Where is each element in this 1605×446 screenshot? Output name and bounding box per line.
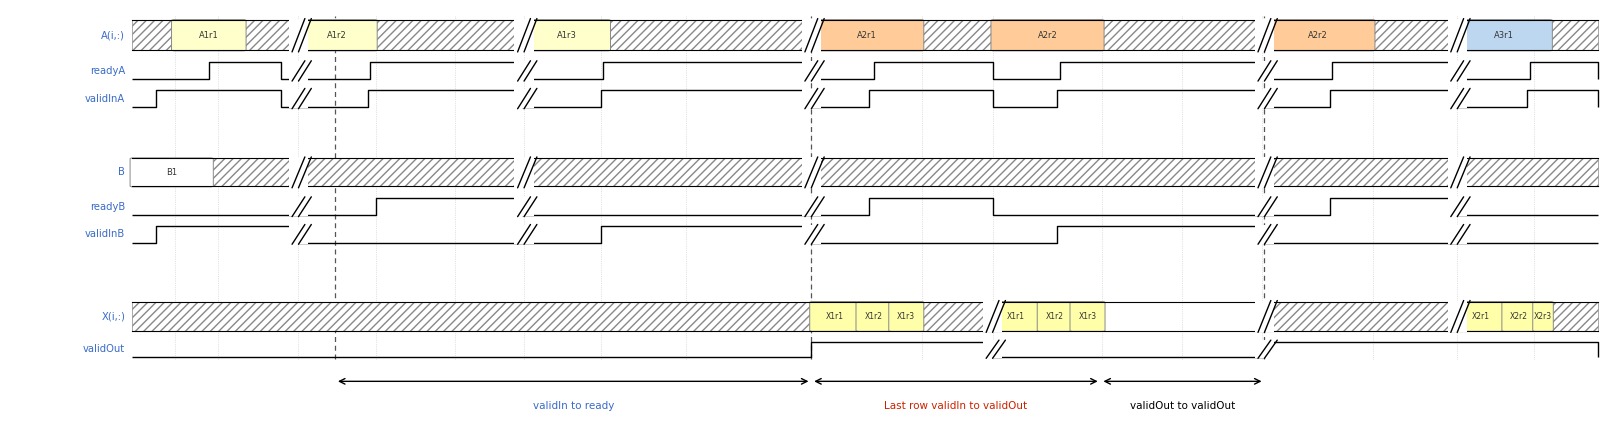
Text: B1: B1 xyxy=(165,168,177,177)
FancyBboxPatch shape xyxy=(1531,301,1552,331)
Text: A2r1: A2r1 xyxy=(857,31,876,40)
Bar xyxy=(1254,301,1273,332)
FancyBboxPatch shape xyxy=(130,158,213,187)
FancyBboxPatch shape xyxy=(1069,301,1104,331)
Bar xyxy=(514,89,533,108)
Bar xyxy=(1446,157,1465,188)
Text: A3r1: A3r1 xyxy=(1493,31,1514,40)
FancyBboxPatch shape xyxy=(809,20,923,51)
Text: validIn to ready: validIn to ready xyxy=(533,401,613,411)
Bar xyxy=(289,157,308,188)
Bar xyxy=(289,89,308,108)
Bar xyxy=(514,197,533,216)
Bar xyxy=(514,225,533,244)
FancyBboxPatch shape xyxy=(888,301,923,331)
Text: X2r3: X2r3 xyxy=(1533,312,1550,321)
Bar xyxy=(132,302,811,331)
Bar xyxy=(1550,20,1597,50)
Bar xyxy=(921,302,992,331)
Bar xyxy=(376,20,523,50)
Text: validInB: validInB xyxy=(85,229,125,239)
FancyBboxPatch shape xyxy=(522,20,610,51)
Text: X1r1: X1r1 xyxy=(825,312,843,321)
Bar xyxy=(212,158,1597,186)
FancyBboxPatch shape xyxy=(855,301,891,331)
Bar xyxy=(514,19,533,52)
Bar xyxy=(982,340,1002,358)
Bar xyxy=(1263,302,1456,331)
Bar xyxy=(801,61,820,81)
Bar xyxy=(289,197,308,216)
Bar xyxy=(801,89,820,108)
Bar xyxy=(514,157,533,188)
FancyBboxPatch shape xyxy=(809,301,859,331)
Bar xyxy=(514,61,533,81)
FancyBboxPatch shape xyxy=(990,301,1040,331)
Text: validOut to validOut: validOut to validOut xyxy=(1130,401,1234,411)
Bar xyxy=(1446,89,1465,108)
Text: X2r2: X2r2 xyxy=(1509,312,1526,321)
FancyBboxPatch shape xyxy=(1260,20,1374,51)
Text: A1r3: A1r3 xyxy=(557,31,576,40)
Bar xyxy=(801,225,820,244)
Bar xyxy=(1254,197,1273,216)
Text: validInA: validInA xyxy=(85,94,125,103)
Bar xyxy=(1446,197,1465,216)
Bar xyxy=(801,157,820,188)
Text: A1r2: A1r2 xyxy=(327,31,347,40)
Bar xyxy=(1446,225,1465,244)
Bar xyxy=(1254,89,1273,108)
Text: readyB: readyB xyxy=(90,202,125,212)
Text: X1r2: X1r2 xyxy=(1045,312,1064,321)
Text: B: B xyxy=(119,167,125,178)
Text: X1r3: X1r3 xyxy=(1079,312,1096,321)
FancyBboxPatch shape xyxy=(172,20,246,51)
Bar xyxy=(801,197,820,216)
Bar xyxy=(921,20,992,50)
FancyBboxPatch shape xyxy=(990,20,1103,51)
Text: A2r2: A2r2 xyxy=(1037,31,1056,40)
Text: Last row validIn to validOut: Last row validIn to validOut xyxy=(884,401,1027,411)
Bar xyxy=(1254,19,1273,52)
Bar xyxy=(1550,302,1597,331)
Bar xyxy=(132,20,173,50)
Bar xyxy=(1254,340,1273,358)
Text: A2r2: A2r2 xyxy=(1306,31,1327,40)
Bar xyxy=(1254,61,1273,81)
Bar xyxy=(1254,157,1273,188)
Text: A(i,:): A(i,:) xyxy=(101,30,125,40)
Text: readyA: readyA xyxy=(90,66,125,76)
Bar xyxy=(982,301,1002,332)
Text: A1r1: A1r1 xyxy=(199,31,218,40)
Bar xyxy=(1446,61,1465,81)
FancyBboxPatch shape xyxy=(1037,301,1072,331)
Bar xyxy=(132,158,212,186)
Bar xyxy=(244,20,299,50)
Bar xyxy=(608,20,811,50)
Text: X1r2: X1r2 xyxy=(865,312,883,321)
Text: X(i,:): X(i,:) xyxy=(101,311,125,322)
Bar xyxy=(1101,20,1262,50)
Bar xyxy=(289,225,308,244)
FancyBboxPatch shape xyxy=(1454,301,1504,331)
Bar xyxy=(1254,225,1273,244)
Bar xyxy=(289,61,308,81)
Bar xyxy=(289,19,308,52)
Text: X2r1: X2r1 xyxy=(1470,312,1488,321)
Text: X1r1: X1r1 xyxy=(1006,312,1024,321)
Text: validOut: validOut xyxy=(83,344,125,354)
FancyBboxPatch shape xyxy=(297,20,377,51)
Bar xyxy=(801,19,820,52)
FancyBboxPatch shape xyxy=(1454,20,1552,51)
Bar xyxy=(1446,19,1465,52)
Bar xyxy=(1372,20,1456,50)
Bar xyxy=(1446,301,1465,332)
Text: X1r3: X1r3 xyxy=(897,312,915,321)
FancyBboxPatch shape xyxy=(1501,301,1534,331)
